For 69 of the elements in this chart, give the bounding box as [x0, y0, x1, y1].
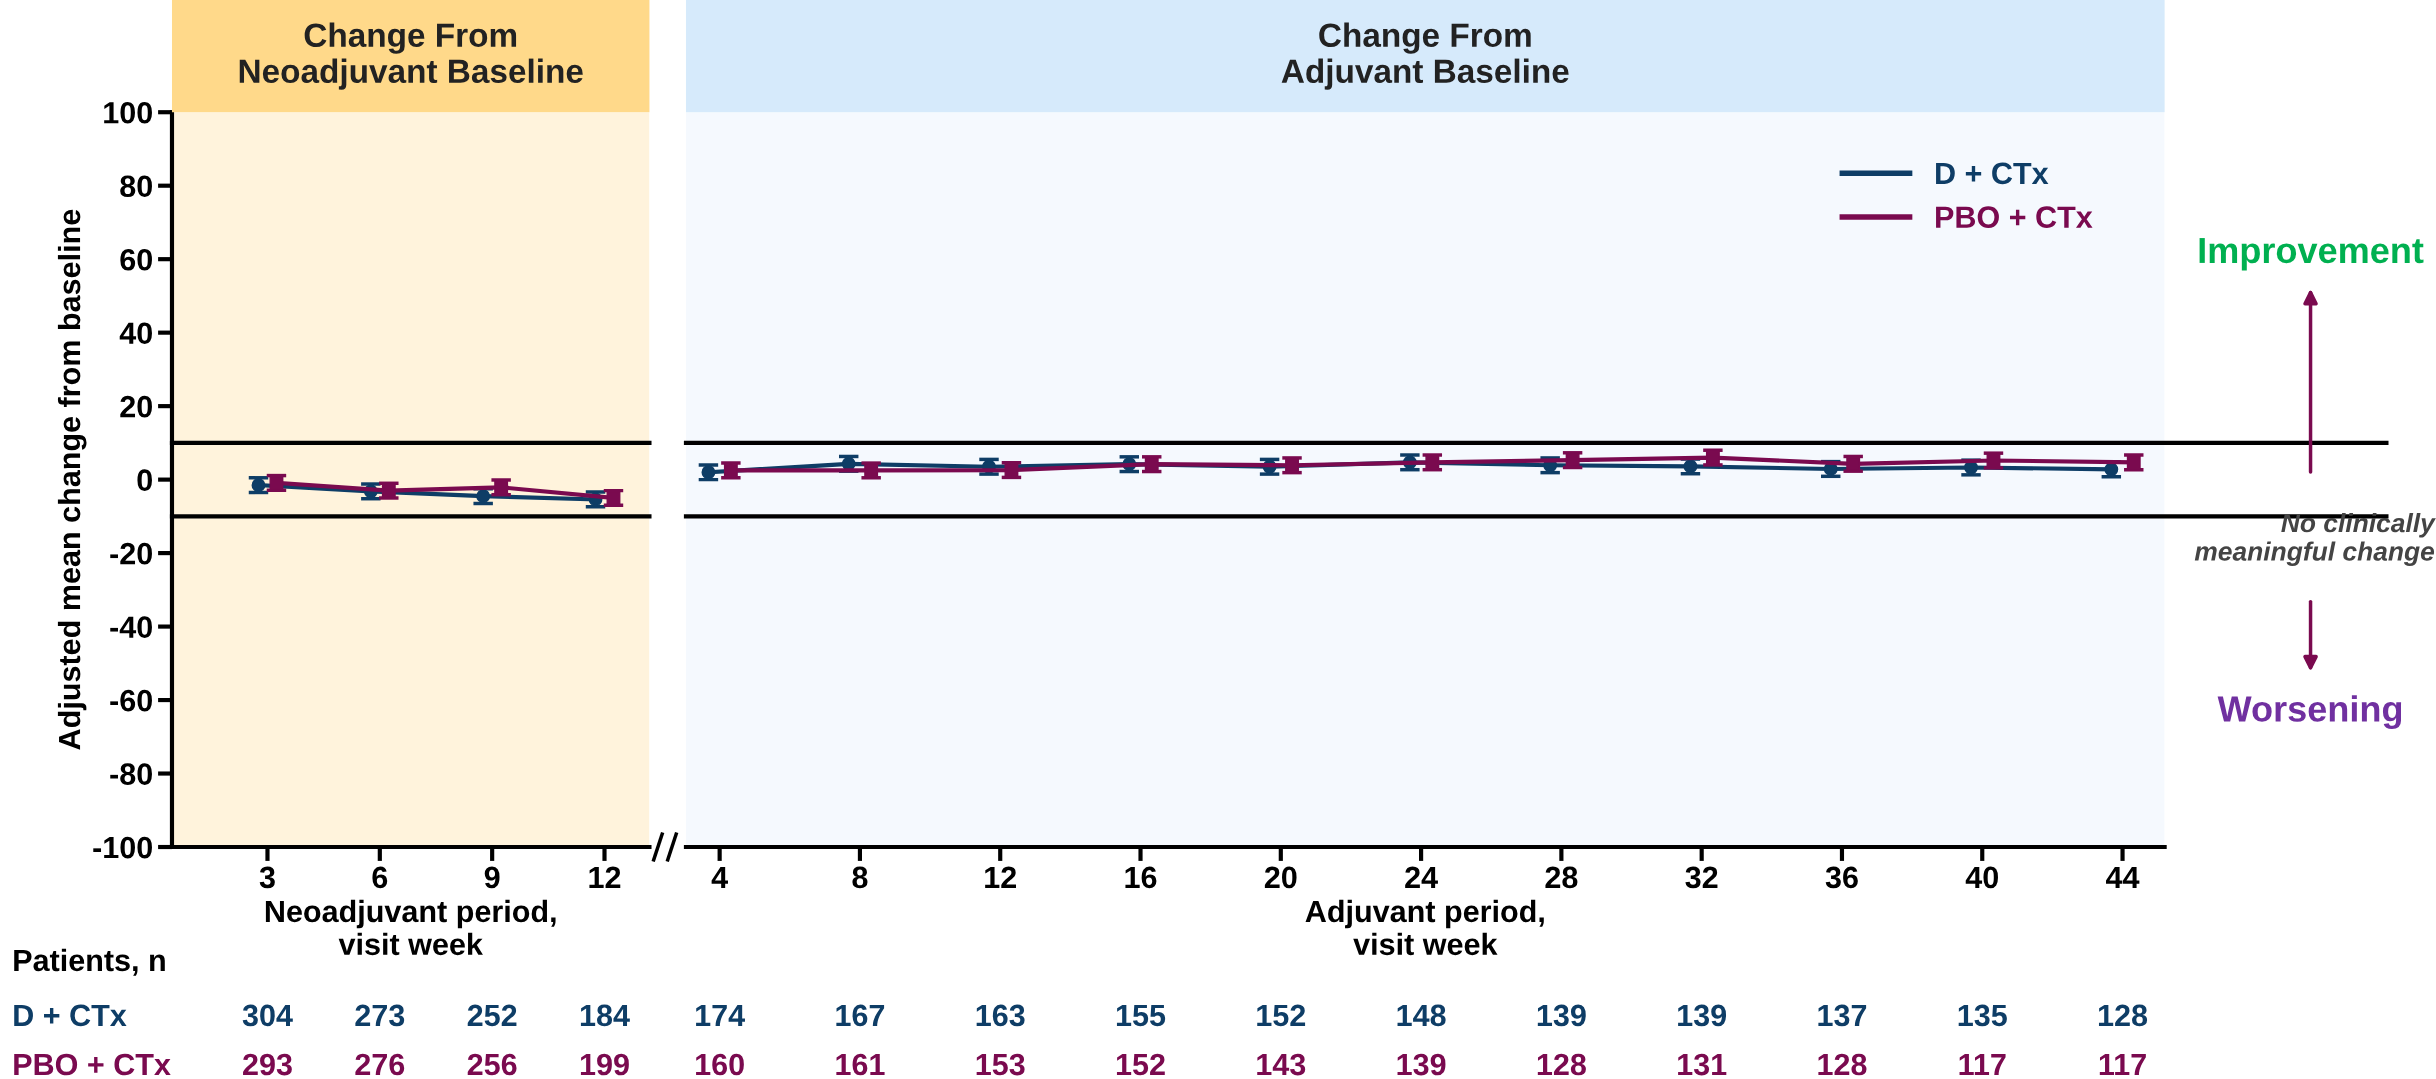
text: 135 — [1958, 1004, 2007, 1027]
x-tick-label: 3 — [259, 866, 275, 889]
x-tick-label: 32 — [1685, 866, 1718, 889]
text: No clinically meaningful change — [2194, 512, 2436, 567]
text: 273 — [355, 1004, 405, 1027]
y-tick-label: -60 — [110, 689, 152, 712]
y-tick-label: -20 — [110, 542, 152, 565]
text: 128 — [2098, 1004, 2148, 1027]
text: Improvement — [2199, 238, 2424, 271]
text: 276 — [355, 1053, 405, 1076]
y-tick-label: 60 — [120, 248, 152, 271]
text: 131 — [1678, 1053, 1727, 1076]
text: 252 — [467, 1004, 517, 1027]
y-tick-label: 20 — [120, 395, 152, 418]
text: 153 — [976, 1053, 1025, 1076]
text: 184 — [580, 1004, 630, 1027]
text: 304 — [242, 1004, 293, 1027]
x-tick-label: 6 — [372, 866, 388, 889]
text: 161 — [836, 1053, 885, 1076]
text: D + CTx — [14, 1004, 127, 1027]
text: PBO + CTx — [14, 1053, 171, 1076]
text: 148 — [1397, 1004, 1446, 1027]
x-tick-label: 12 — [985, 866, 1016, 888]
x-tick-label: 12 — [589, 866, 621, 888]
y-tick-label: 100 — [104, 101, 152, 124]
y-tick-label: -80 — [110, 763, 152, 785]
text: 117 — [1959, 1054, 2006, 1076]
text: 137 — [1818, 1004, 1867, 1027]
text: 155 — [1116, 1004, 1166, 1027]
y-axis-title: Adjusted mean change from baseline — [57, 209, 87, 750]
text: 117 — [2099, 1054, 2146, 1076]
x-axis-title: Neoadjuvant period, visit week — [265, 899, 556, 956]
text: 139 — [1678, 1004, 1727, 1027]
y-tick-label: -40 — [110, 616, 152, 638]
text: 174 — [696, 1004, 745, 1026]
x-tick-label: 36 — [1825, 866, 1858, 889]
x-tick-label: 24 — [1405, 866, 1438, 888]
text: 143 — [1257, 1053, 1306, 1076]
x-tick-label: 28 — [1545, 866, 1578, 889]
x-tick-label: 8 — [852, 866, 868, 889]
x-tick-label: 20 — [1264, 866, 1297, 889]
x-axis-title: Adjuvant period, visit week — [1305, 899, 1544, 956]
x-tick-label: 16 — [1125, 866, 1157, 889]
x-tick-label: 40 — [1965, 866, 1998, 889]
y-tick-label: -100 — [93, 836, 152, 859]
text: 139 — [1397, 1053, 1446, 1076]
text: 163 — [976, 1004, 1025, 1027]
y-tick-label: 0 — [137, 469, 152, 491]
text: 139 — [1537, 1004, 1586, 1027]
text: 128 — [1537, 1053, 1586, 1076]
y-tick-label: 80 — [120, 175, 152, 198]
text: 199 — [580, 1053, 629, 1076]
x-tick-label: 9 — [484, 866, 500, 889]
text: 167 — [836, 1004, 885, 1027]
text: 160 — [696, 1053, 744, 1076]
x-tick-label: 4 — [711, 866, 728, 888]
text: 293 — [243, 1053, 292, 1076]
text: Patients, n — [14, 948, 165, 976]
text: 128 — [1818, 1053, 1867, 1076]
text: 256 — [467, 1053, 517, 1076]
x-tick-label: 44 — [2106, 866, 2140, 888]
y-tick-label: 40 — [119, 322, 152, 345]
chart-title: Change From Neoadjuvant Baseline — [239, 22, 583, 90]
legend-label: D + CTx — [1936, 162, 2049, 185]
chart-title: Change From Adjuvant Baseline — [1281, 22, 1569, 90]
legend-label: PBO + CTx — [1936, 206, 2093, 228]
text: 152 — [1116, 1053, 1165, 1076]
text: 152 — [1257, 1004, 1306, 1027]
text: Worsening — [2217, 695, 2402, 730]
